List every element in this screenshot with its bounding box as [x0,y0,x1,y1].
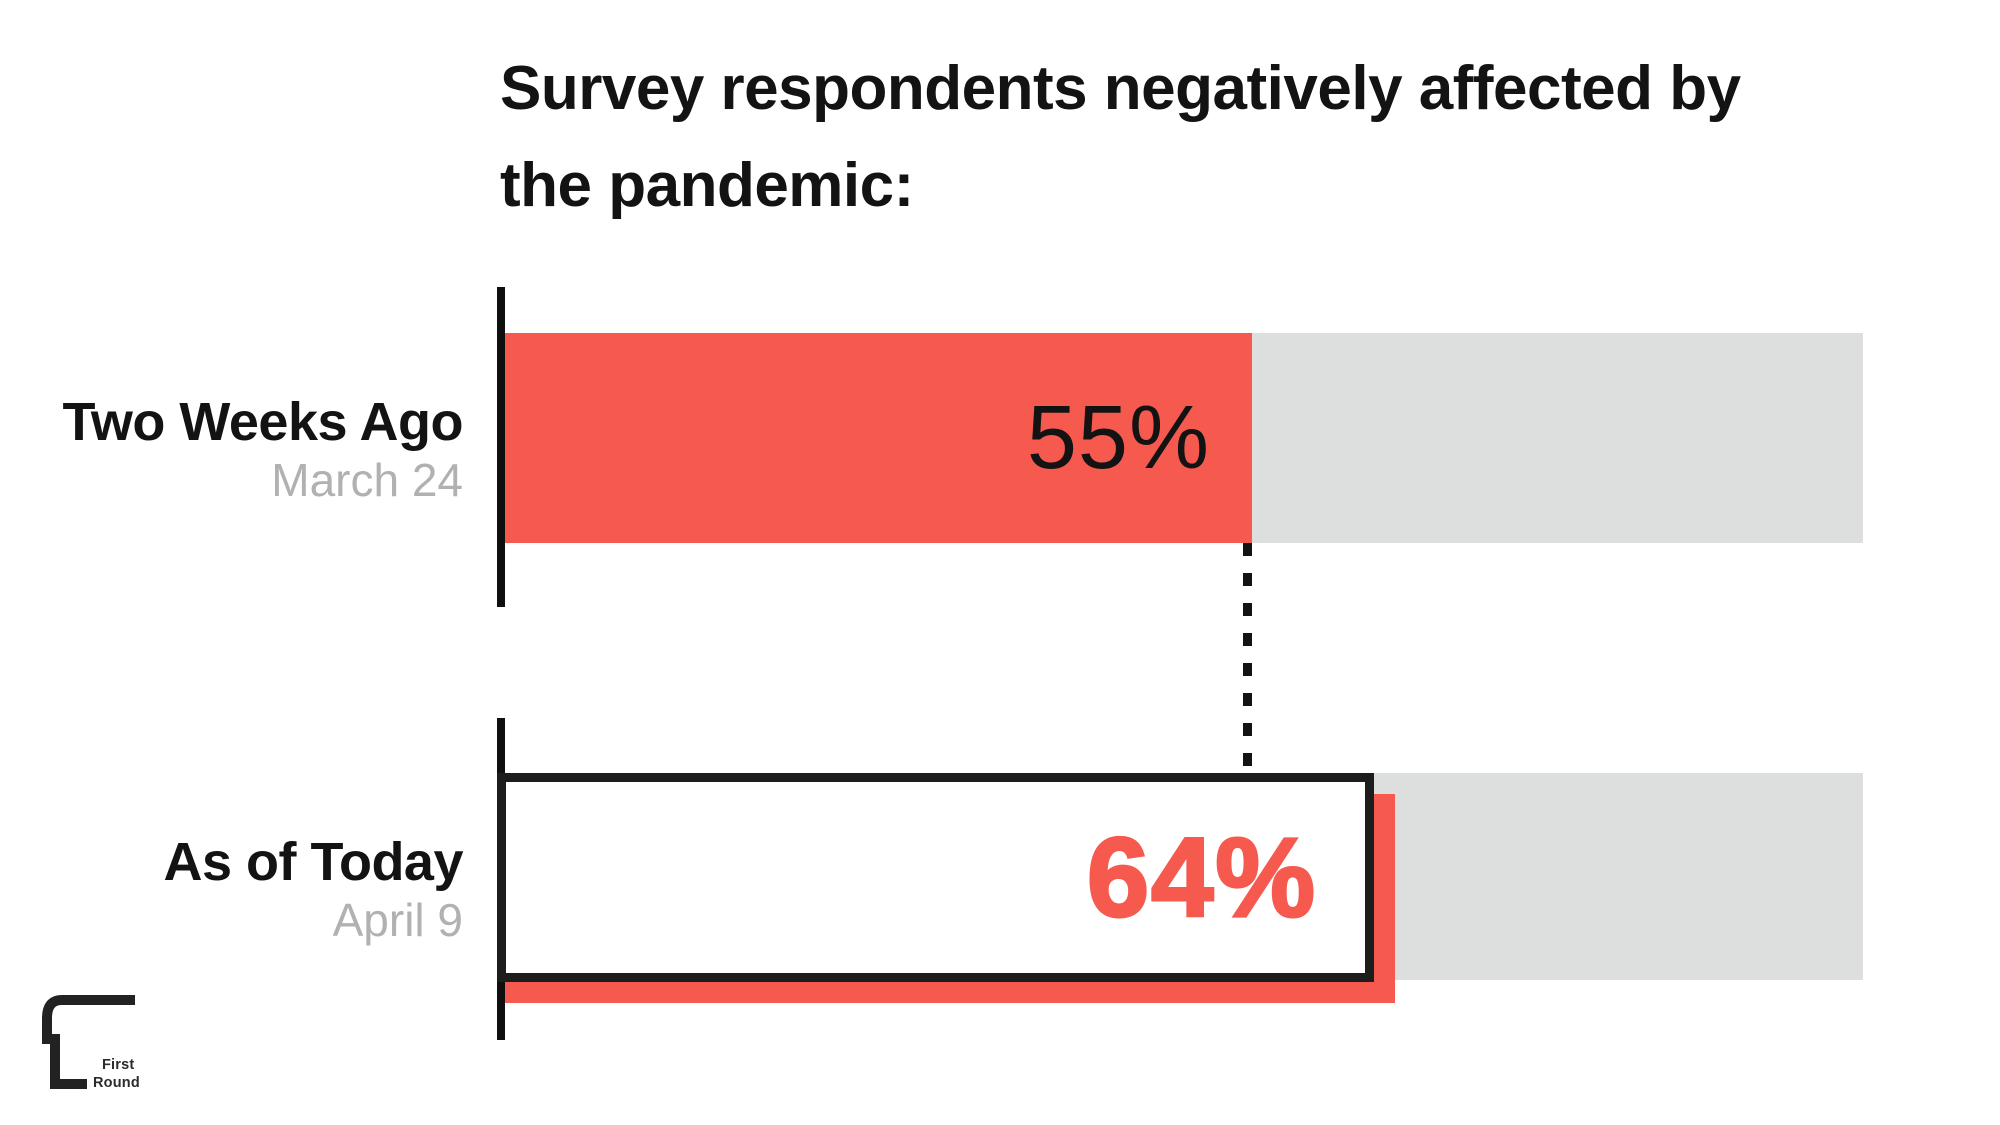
category-block-row-2: As of Today April 9 [163,832,463,948]
logo-bracket-icon [42,995,135,1089]
dashed-connector [1243,543,1252,773]
chart-title: Survey respondents negatively affected b… [500,40,1741,234]
category-label-row-2: As of Today [163,832,463,892]
category-date-row-1: March 24 [271,454,463,506]
bar-outlined-box-row-2: 64% [497,773,1374,982]
value-label-row-2: 64% [1085,814,1317,942]
logo-word-round: Round [93,1075,140,1091]
value-label-row-1: 55% [1026,387,1210,488]
logo-word-first: First [102,1057,135,1073]
chart-title-line-1: Survey respondents negatively affected b… [500,54,1741,123]
category-block-row-1: Two Weeks Ago March 24 [62,392,463,508]
logo-wordmark: First Round [93,1056,140,1092]
bar-fill-row-1: 55% [505,333,1252,543]
chart-title-line-2: the pandemic: [500,151,914,220]
axis-line-row-1 [497,287,505,607]
category-date-row-2: April 9 [332,894,463,946]
category-label-row-1: Two Weeks Ago [62,392,463,452]
